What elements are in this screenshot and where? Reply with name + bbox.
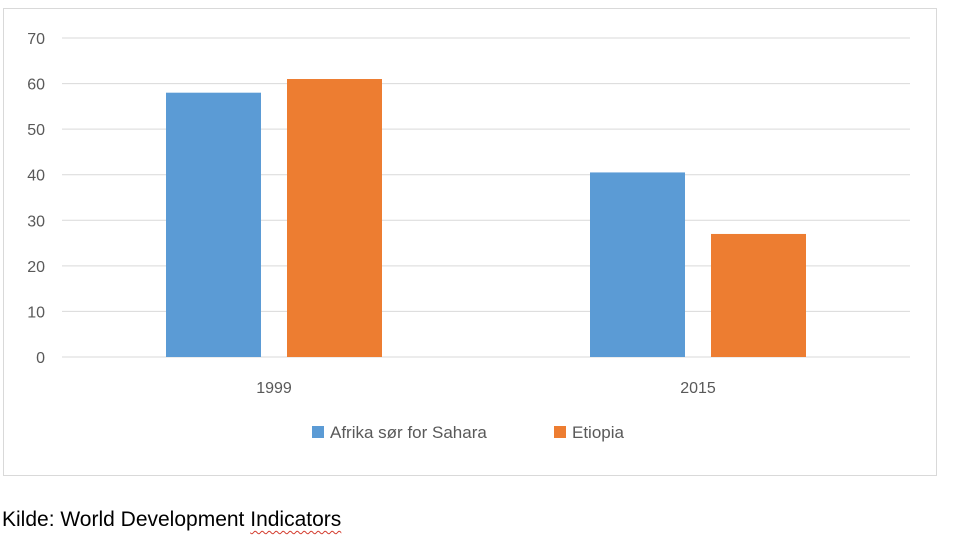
bar-2015-series-1 xyxy=(711,233,806,357)
source-caption: Kilde: World Development Indicators xyxy=(2,508,341,532)
y-tick-label: 40 xyxy=(27,168,45,185)
bar-chart: 0 10 20 30 40 50 60 70 1999 2015 Afrika sør for … xyxy=(27,31,910,442)
y-tick-label: 10 xyxy=(27,304,45,321)
y-tick-label: 20 xyxy=(27,259,45,276)
y-tick-label: 70 xyxy=(27,31,45,48)
bar-1999-series-1 xyxy=(287,79,382,357)
chart-area: 0 10 20 30 40 50 60 70 1999 2015 Afrika sør for … xyxy=(3,8,937,476)
y-tick-label: 50 xyxy=(27,122,45,139)
legend-swatch-0 xyxy=(312,426,324,438)
legend: Afrika sør for Sahara Etiopia xyxy=(312,423,625,442)
x-axis-ticks: 1999 2015 xyxy=(256,380,716,397)
source-prefix: Kilde: World Development xyxy=(2,508,251,531)
bar-2015-series-0 xyxy=(590,172,685,357)
bars xyxy=(166,79,806,357)
legend-label-0: Afrika sør for Sahara xyxy=(330,423,487,442)
x-tick-label: 2015 xyxy=(680,380,716,397)
source-highlighted-word: Indicators xyxy=(250,508,342,531)
bar-1999-series-0 xyxy=(166,92,261,357)
x-tick-label: 1999 xyxy=(256,380,292,397)
legend-label-1: Etiopia xyxy=(572,423,625,442)
y-tick-label: 30 xyxy=(27,213,45,230)
y-tick-label: 0 xyxy=(36,350,45,367)
y-axis-ticks: 0 10 20 30 40 50 60 70 xyxy=(27,31,45,367)
y-tick-label: 60 xyxy=(27,77,45,94)
legend-swatch-1 xyxy=(554,426,566,438)
